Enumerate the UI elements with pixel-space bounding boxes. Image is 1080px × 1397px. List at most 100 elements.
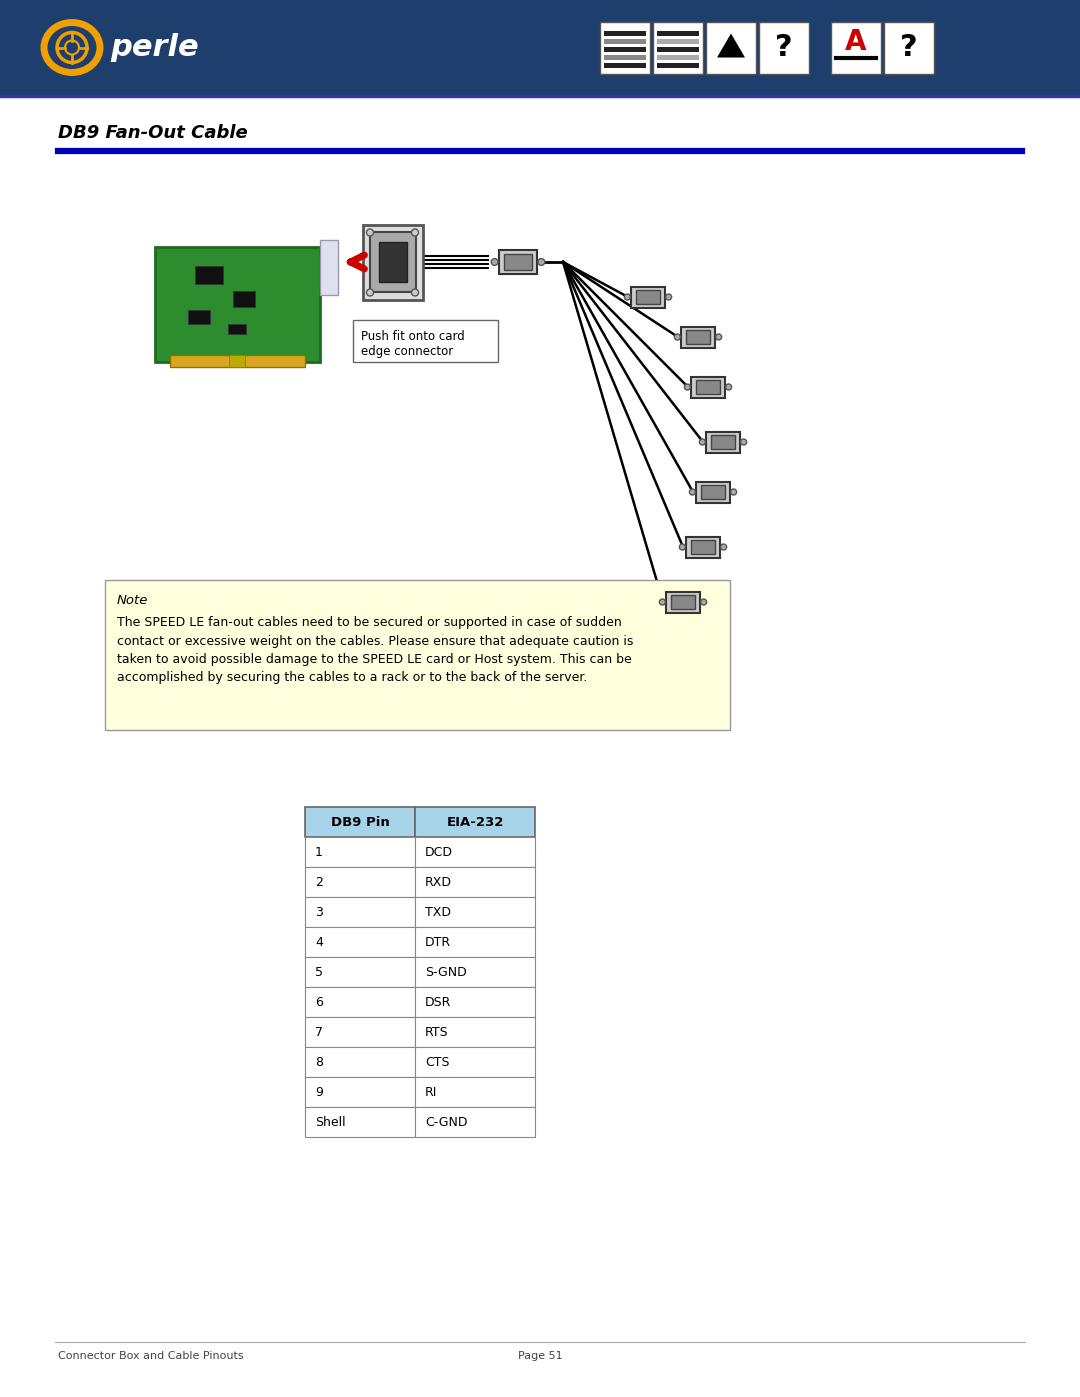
Text: 4: 4 [315,936,323,949]
Bar [657,54,699,60]
Ellipse shape [741,439,746,446]
Bar [701,485,725,499]
Bar [305,868,415,897]
Bar [600,21,650,74]
Ellipse shape [624,293,631,300]
Ellipse shape [689,489,696,495]
Text: S-GND: S-GND [426,965,467,978]
Ellipse shape [674,334,680,339]
Bar [188,310,210,324]
Bar [320,240,338,295]
Bar [631,286,665,307]
Ellipse shape [701,599,706,605]
Bar [305,1017,415,1046]
Bar [233,291,255,307]
Text: EIA-232: EIA-232 [446,816,503,828]
Text: perle: perle [110,34,199,61]
Ellipse shape [679,543,686,550]
Bar [759,21,809,74]
Bar [681,327,715,348]
Text: RTS: RTS [426,1025,448,1038]
Bar [691,541,715,553]
Bar [305,1046,415,1077]
Bar [170,355,305,367]
Bar [415,928,535,957]
Bar [415,1077,535,1106]
Bar [415,837,535,868]
Text: DTR: DTR [426,936,451,949]
Text: TXD: TXD [426,905,451,918]
Bar [363,225,423,299]
Bar [415,988,535,1017]
Bar [696,380,720,394]
Bar [657,63,699,67]
Bar [305,837,415,868]
Text: Push fit onto card
edge connector: Push fit onto card edge connector [361,330,464,358]
Ellipse shape [665,293,672,300]
Bar [686,330,710,344]
Bar [706,432,740,453]
Text: DB9 Pin: DB9 Pin [330,816,390,828]
Text: 1: 1 [315,845,323,859]
Bar [653,21,703,74]
Text: 3: 3 [315,905,323,918]
Ellipse shape [726,384,731,390]
Text: 7: 7 [315,1025,323,1038]
Bar [415,897,535,928]
Bar [0,0,1080,95]
Ellipse shape [366,289,374,296]
Ellipse shape [538,258,544,265]
Bar [305,1106,415,1137]
Bar [604,63,646,67]
Bar [229,355,245,367]
Bar [697,482,730,503]
Bar [415,1046,535,1077]
Text: The SPEED LE fan-out cables need to be secured or supported in case of sudden
co: The SPEED LE fan-out cables need to be s… [117,616,633,685]
Bar [415,1017,535,1046]
Text: ?: ? [901,34,918,61]
Bar [604,46,646,52]
Bar [604,54,646,60]
Text: A: A [846,28,867,56]
Bar [156,247,320,362]
Bar [228,324,246,334]
Text: 6: 6 [315,996,323,1009]
Text: Note: Note [117,594,148,608]
Text: RI: RI [426,1085,437,1098]
Ellipse shape [685,384,690,390]
Ellipse shape [731,489,737,495]
Bar [499,250,537,274]
Bar [691,377,725,398]
Bar [671,595,696,609]
Bar [415,807,535,837]
Ellipse shape [411,289,419,296]
Bar [415,868,535,897]
Polygon shape [717,34,745,57]
Ellipse shape [716,334,721,339]
Bar [305,957,415,988]
Bar [657,46,699,52]
Bar [105,580,730,731]
Ellipse shape [411,229,419,236]
Text: Shell: Shell [315,1115,346,1129]
Bar [711,436,735,448]
Bar [370,232,416,292]
Bar [305,928,415,957]
Bar [504,254,531,270]
Ellipse shape [700,439,705,446]
Bar [686,536,720,557]
Text: C-GND: C-GND [426,1115,468,1129]
Bar [636,291,660,303]
Bar [305,897,415,928]
Text: DSR: DSR [426,996,451,1009]
Bar [666,591,700,612]
Bar [657,39,699,43]
Ellipse shape [491,258,498,265]
Text: 8: 8 [315,1056,323,1069]
Bar [604,31,646,35]
Bar [305,1077,415,1106]
Bar [415,957,535,988]
Bar [831,21,881,74]
Bar [706,21,756,74]
Text: CTS: CTS [426,1056,449,1069]
